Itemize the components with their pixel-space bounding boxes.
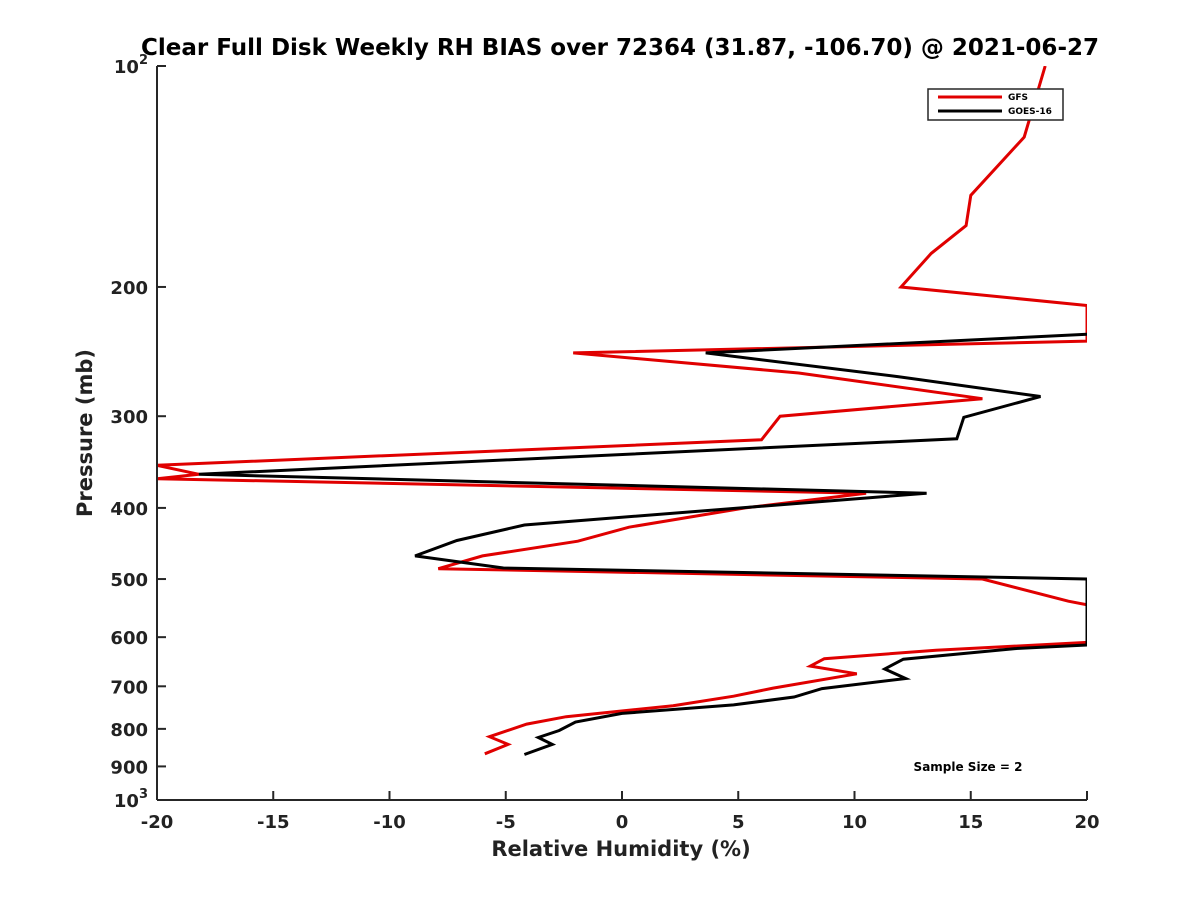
y-tick-label: 700 xyxy=(110,677,148,698)
y-tick-label: 400 xyxy=(110,499,148,520)
y-tick-label: 200 xyxy=(110,278,148,299)
x-axis-label: Relative Humidity (%) xyxy=(491,837,750,861)
y-tick-label: 800 xyxy=(110,720,148,741)
x-tick-label: 10 xyxy=(842,812,867,833)
y-tick-label: 500 xyxy=(110,570,148,591)
y-axis-ticks: 102 200 300 400 500 600 700 800 900 103 xyxy=(110,53,166,812)
plot-area xyxy=(157,66,1087,800)
chart-title: Clear Full Disk Weekly RH BIAS over 7236… xyxy=(141,35,1099,61)
x-axis-ticks: -20 -15 -10 -5 0 5 10 15 20 xyxy=(141,791,1100,833)
x-tick-label: -15 xyxy=(257,812,290,833)
y-axis-label: Pressure (mb) xyxy=(73,349,97,517)
legend-box xyxy=(927,88,1064,121)
y-tick-label: 103 xyxy=(114,787,148,812)
series-line-gfs xyxy=(157,66,1087,756)
legend-entry-label: GFS xyxy=(1008,93,1028,103)
x-tick-label: 20 xyxy=(1074,812,1099,833)
series-line-goes-16 xyxy=(198,332,1087,756)
series-layer xyxy=(157,66,1087,756)
x-tick-label: 5 xyxy=(732,812,745,833)
sample-size-annotation: Sample Size = 2 xyxy=(914,760,1023,774)
y-tick-label: 102 xyxy=(114,53,148,78)
y-tick-label: 300 xyxy=(110,407,148,428)
x-tick-label: 15 xyxy=(958,812,983,833)
x-tick-label: 0 xyxy=(616,812,629,833)
x-tick-label: -5 xyxy=(496,812,516,833)
x-tick-label: -10 xyxy=(373,812,406,833)
y-tick-label: 600 xyxy=(110,628,148,649)
legend-entry-label: GOES-16 xyxy=(1008,107,1052,117)
x-tick-label: -20 xyxy=(141,812,174,833)
plot-frame xyxy=(157,66,1087,800)
legend: GFS GOES-16 xyxy=(927,88,1064,121)
y-tick-label: 900 xyxy=(110,757,148,778)
